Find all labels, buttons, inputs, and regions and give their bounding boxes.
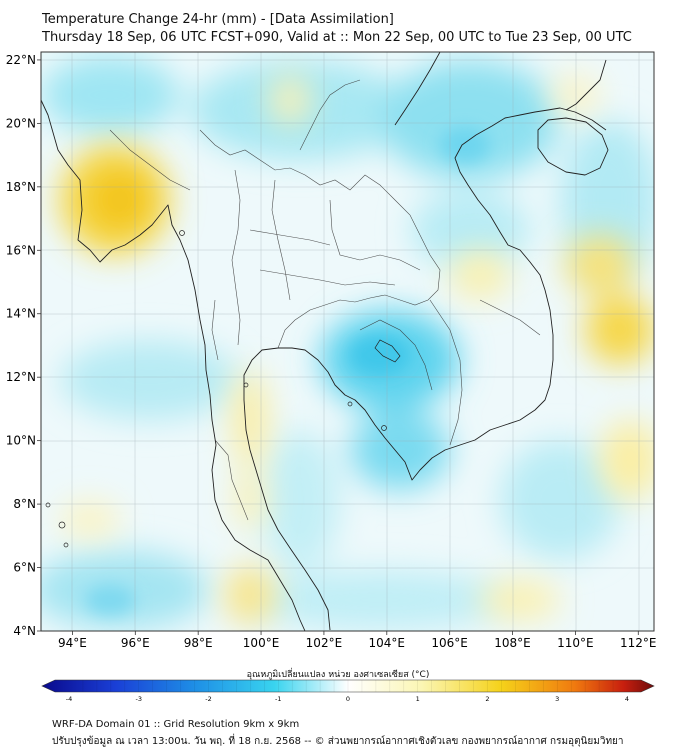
lat-tick-label: 10°N xyxy=(6,434,36,448)
lon-tick-label: 104°E xyxy=(369,636,406,650)
colorbar-tick-label: -2 xyxy=(205,695,211,703)
colorbar-tick-label: 1 xyxy=(416,695,420,703)
lat-tick-label: 12°N xyxy=(6,370,36,384)
lon-tick-label: 100°E xyxy=(243,636,280,650)
colorbar-tick-label: -3 xyxy=(136,695,142,703)
colorbar-strip xyxy=(41,679,655,693)
longitude-axis: 94°E 96°E 98°E 100°E 102°E 104°E 106°E 108°E 110… xyxy=(58,631,657,650)
colorbar-tick-label: -1 xyxy=(275,695,281,703)
colorbar-tick-label: 0 xyxy=(346,695,350,703)
lon-tick-label: 108°E xyxy=(494,636,531,650)
colorbar-tick-label: 4 xyxy=(625,695,629,703)
lat-tick-label: 4°N xyxy=(13,624,36,638)
lon-tick-label: 98°E xyxy=(184,636,213,650)
lat-tick-label: 16°N xyxy=(6,243,36,257)
province-borders xyxy=(109,79,541,521)
lon-tick-label: 106°E xyxy=(431,636,468,650)
footer-line-1: WRF-DA Domain 01 :: Grid Resolution 9km … xyxy=(52,719,300,730)
lat-tick-label: 20°N xyxy=(6,116,36,130)
coastlines xyxy=(41,52,609,631)
lat-tick-label: 18°N xyxy=(6,180,36,194)
lat-tick-label: 6°N xyxy=(13,561,36,575)
islands xyxy=(45,230,387,548)
colorbar-tick-label: 3 xyxy=(555,695,559,703)
lon-tick-label: 96°E xyxy=(121,636,150,650)
lat-tick-label: 22°N xyxy=(6,53,36,67)
graticule xyxy=(41,52,654,631)
map-subtitle: Thursday 18 Sep, 06 UTC FCST+090, Valid … xyxy=(42,30,632,45)
colorbar-tick-label: 2 xyxy=(485,695,489,703)
lat-tick-label: 8°N xyxy=(13,497,36,511)
temperature-field xyxy=(41,52,654,631)
plot-frame xyxy=(40,51,655,632)
colorbar: -4 -3 -2 -1 0 1 2 3 4 xyxy=(41,679,655,703)
colorbar-label: อุณหภูมิเปลี่ยนแปลง หน่วย องศาเซลเซียส (… xyxy=(246,670,430,680)
lon-tick-label: 102°E xyxy=(306,636,343,650)
tonle-sap-lake xyxy=(374,339,401,363)
colorbar-ticks: -4 -3 -2 -1 0 1 2 3 4 xyxy=(66,680,629,703)
latitude-axis: 22°N 20°N 18°N 16°N 14°N 12°N 10°N 8°N 6°N 4°N xyxy=(6,53,41,638)
map-title: Temperature Change 24-hr (mm) - [Data As… xyxy=(42,12,394,27)
footer-line-2: ปรับปรุงข้อมูล ณ เวลา 13:00น. วัน พฤ. ที… xyxy=(52,736,624,747)
lat-tick-label: 14°N xyxy=(6,307,36,321)
lon-tick-label: 110°E xyxy=(557,636,594,650)
lon-tick-label: 94°E xyxy=(58,636,87,650)
lon-tick-label: 112°E xyxy=(620,636,657,650)
colorbar-tick-label: -4 xyxy=(66,695,72,703)
